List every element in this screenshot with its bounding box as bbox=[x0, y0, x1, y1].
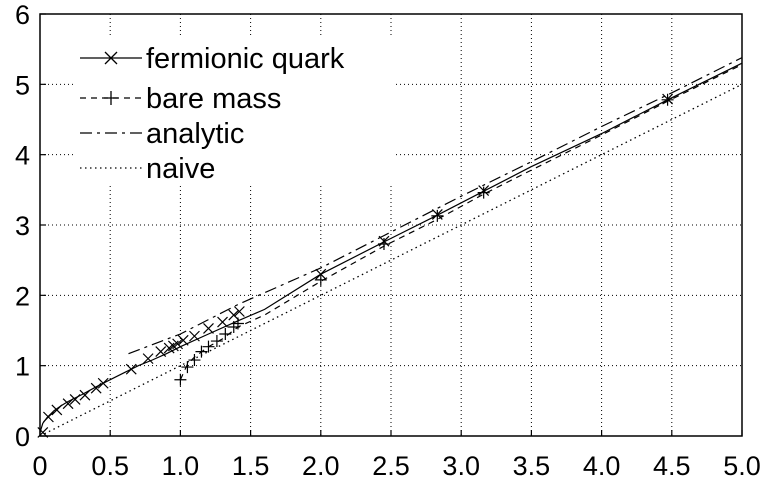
point-bare-mass bbox=[202, 340, 215, 353]
legend-background bbox=[76, 38, 396, 186]
point-fermionic-quark bbox=[177, 334, 189, 346]
x-tick-label: 4.0 bbox=[583, 451, 621, 481]
legend-label-analytic: analytic bbox=[146, 118, 244, 150]
point-bare-mass bbox=[661, 93, 674, 106]
point-fermionic-quark bbox=[228, 309, 240, 321]
y-tick-label: 3 bbox=[15, 211, 30, 241]
point-bare-mass bbox=[431, 209, 444, 222]
x-tick-label: 0 bbox=[32, 451, 47, 481]
x-tick-label: 0.5 bbox=[91, 451, 129, 481]
x-tick-label: 4.5 bbox=[653, 451, 691, 481]
x-tick-label: 1.5 bbox=[232, 451, 270, 481]
point-fermionic-quark bbox=[142, 353, 154, 365]
legend-label-naive: naive bbox=[146, 153, 215, 185]
point-fermionic-quark bbox=[62, 398, 74, 410]
point-bare-mass bbox=[174, 373, 187, 386]
point-fermionic-quark bbox=[69, 394, 81, 405]
y-tick-label: 6 bbox=[15, 0, 30, 30]
series-bare-mass bbox=[174, 64, 743, 386]
point-bare-mass bbox=[181, 361, 194, 374]
series-line-naive bbox=[39, 83, 743, 437]
legend: fermionic quark bare mass analytic naive bbox=[76, 38, 396, 186]
x-tick-label: 2.5 bbox=[372, 451, 410, 481]
point-fermionic-quark bbox=[217, 316, 228, 328]
point-fermionic-quark bbox=[97, 377, 109, 389]
x-tick-label: 3.0 bbox=[442, 451, 480, 481]
x-tick-label: 3.5 bbox=[513, 451, 551, 481]
series-line-bare-mass bbox=[179, 64, 743, 380]
y-tick-label: 4 bbox=[15, 141, 30, 171]
point-fermionic-quark bbox=[172, 338, 184, 350]
x-tick-label: 1.0 bbox=[162, 451, 200, 481]
legend-marker-bare-mass bbox=[104, 91, 118, 105]
point-fermionic-quark bbox=[233, 306, 245, 317]
legend-label-bare-mass: bare mass bbox=[146, 83, 281, 115]
point-bare-mass bbox=[377, 237, 390, 250]
y-tick-label: 1 bbox=[15, 352, 30, 382]
series-layer bbox=[37, 57, 743, 438]
series-naive bbox=[39, 83, 743, 437]
tick-layer: 0 0.5 1.0 1.5 2.0 2.5 3.0 3.5 4.0 4.5 5.0 0 1 2 3 4 5 6 bbox=[15, 0, 761, 481]
point-fermionic-quark bbox=[189, 330, 200, 342]
legend-marker-fermionic-quark bbox=[104, 51, 118, 65]
point-bare-mass bbox=[188, 354, 201, 367]
point-bare-mass bbox=[477, 186, 490, 199]
y-tick-label: 0 bbox=[15, 422, 30, 452]
point-bare-mass bbox=[231, 317, 244, 330]
point-fermionic-quark bbox=[51, 404, 63, 416]
point-fermionic-quark bbox=[42, 411, 54, 423]
point-fermionic-quark bbox=[203, 322, 214, 334]
y-tick-label: 5 bbox=[15, 70, 30, 100]
legend-label-fermionic-quark: fermionic quark bbox=[146, 43, 345, 75]
x-tick-label: 2.0 bbox=[302, 451, 340, 481]
point-fermionic-quark bbox=[90, 382, 102, 394]
point-fermionic-quark bbox=[125, 363, 137, 375]
point-bare-mass bbox=[219, 328, 232, 341]
series-analytic bbox=[128, 57, 743, 355]
point-bare-mass bbox=[210, 335, 223, 348]
y-tick-label: 2 bbox=[15, 281, 30, 311]
point-fermionic-quark bbox=[155, 346, 167, 358]
point-fermionic-quark bbox=[79, 389, 91, 401]
point-bare-mass bbox=[314, 273, 327, 286]
series-line-analytic bbox=[128, 57, 743, 355]
x-tick-label: 5.0 bbox=[723, 451, 761, 481]
